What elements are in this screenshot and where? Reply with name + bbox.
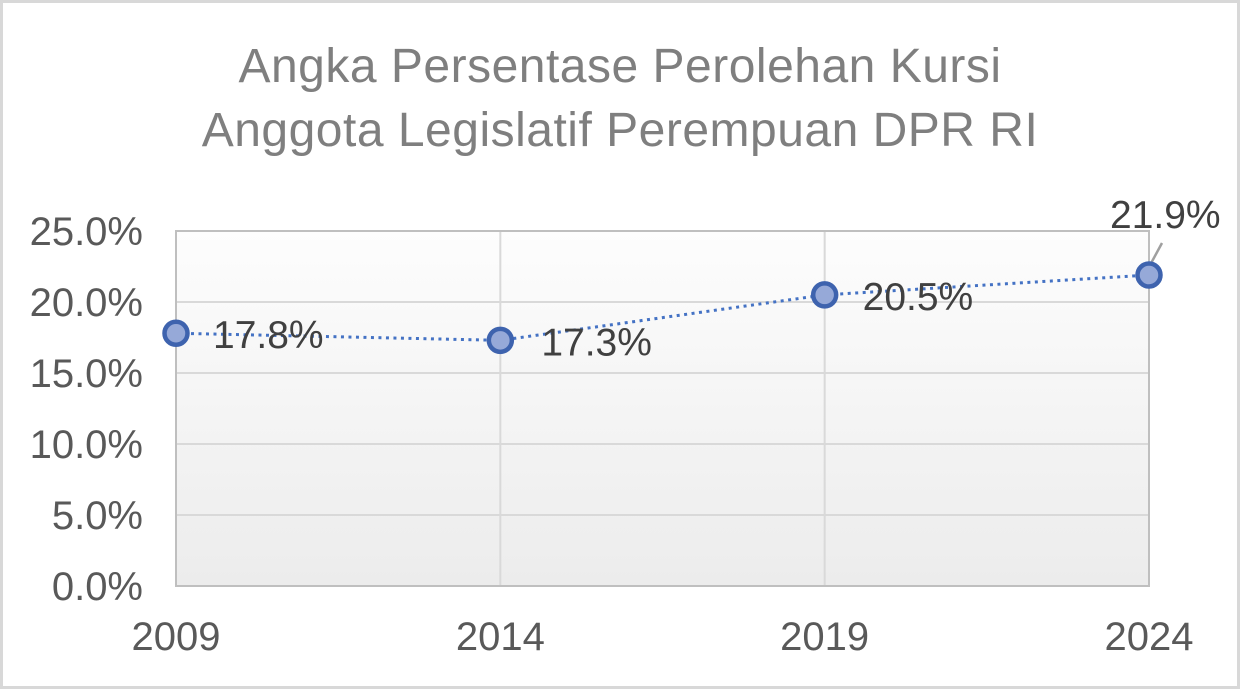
y-axis-tick-label: 5.0%	[52, 494, 143, 538]
line-chart: 0.0% 5.0% 10.0% 15.0% 20.0% 25.0% 2009 2014 2019…	[30, 194, 1221, 659]
x-axis-category-label: 2024	[1105, 615, 1194, 659]
data-point-marker-2024	[1135, 261, 1163, 289]
x-axis-category-label: 2009	[132, 615, 221, 659]
chart-title-line-2: Anggota Legislatif Perempuan DPR RI	[201, 104, 1039, 157]
data-point-marker-2014	[486, 326, 515, 355]
data-label-2014: 17.3%	[541, 321, 652, 364]
chart-title: Angka Persentase Perolehan Kursi Anggota…	[3, 35, 1237, 163]
plot-area-background	[176, 231, 1149, 586]
y-axis-tick-label: 0.0%	[52, 565, 143, 609]
y-axis-tick-label: 25.0%	[30, 210, 143, 254]
data-label-2009: 17.8%	[213, 314, 324, 357]
y-axis-tick-label: 10.0%	[30, 423, 143, 467]
data-label-2019: 20.5%	[863, 276, 974, 319]
data-point-marker-2009	[162, 319, 190, 347]
x-axis-category-label: 2014	[456, 615, 545, 659]
y-axis-tick-label: 15.0%	[30, 352, 143, 396]
data-label-2024: 21.9%	[1110, 194, 1221, 237]
y-axis-tick-label: 20.0%	[30, 281, 143, 325]
data-series-line	[175, 273, 1150, 342]
chart-title-line-1: Angka Persentase Perolehan Kursi	[238, 40, 1002, 93]
x-axis-category-label: 2019	[780, 615, 869, 659]
plot-area-border	[175, 230, 1150, 587]
data-point-marker-2019	[810, 281, 839, 309]
